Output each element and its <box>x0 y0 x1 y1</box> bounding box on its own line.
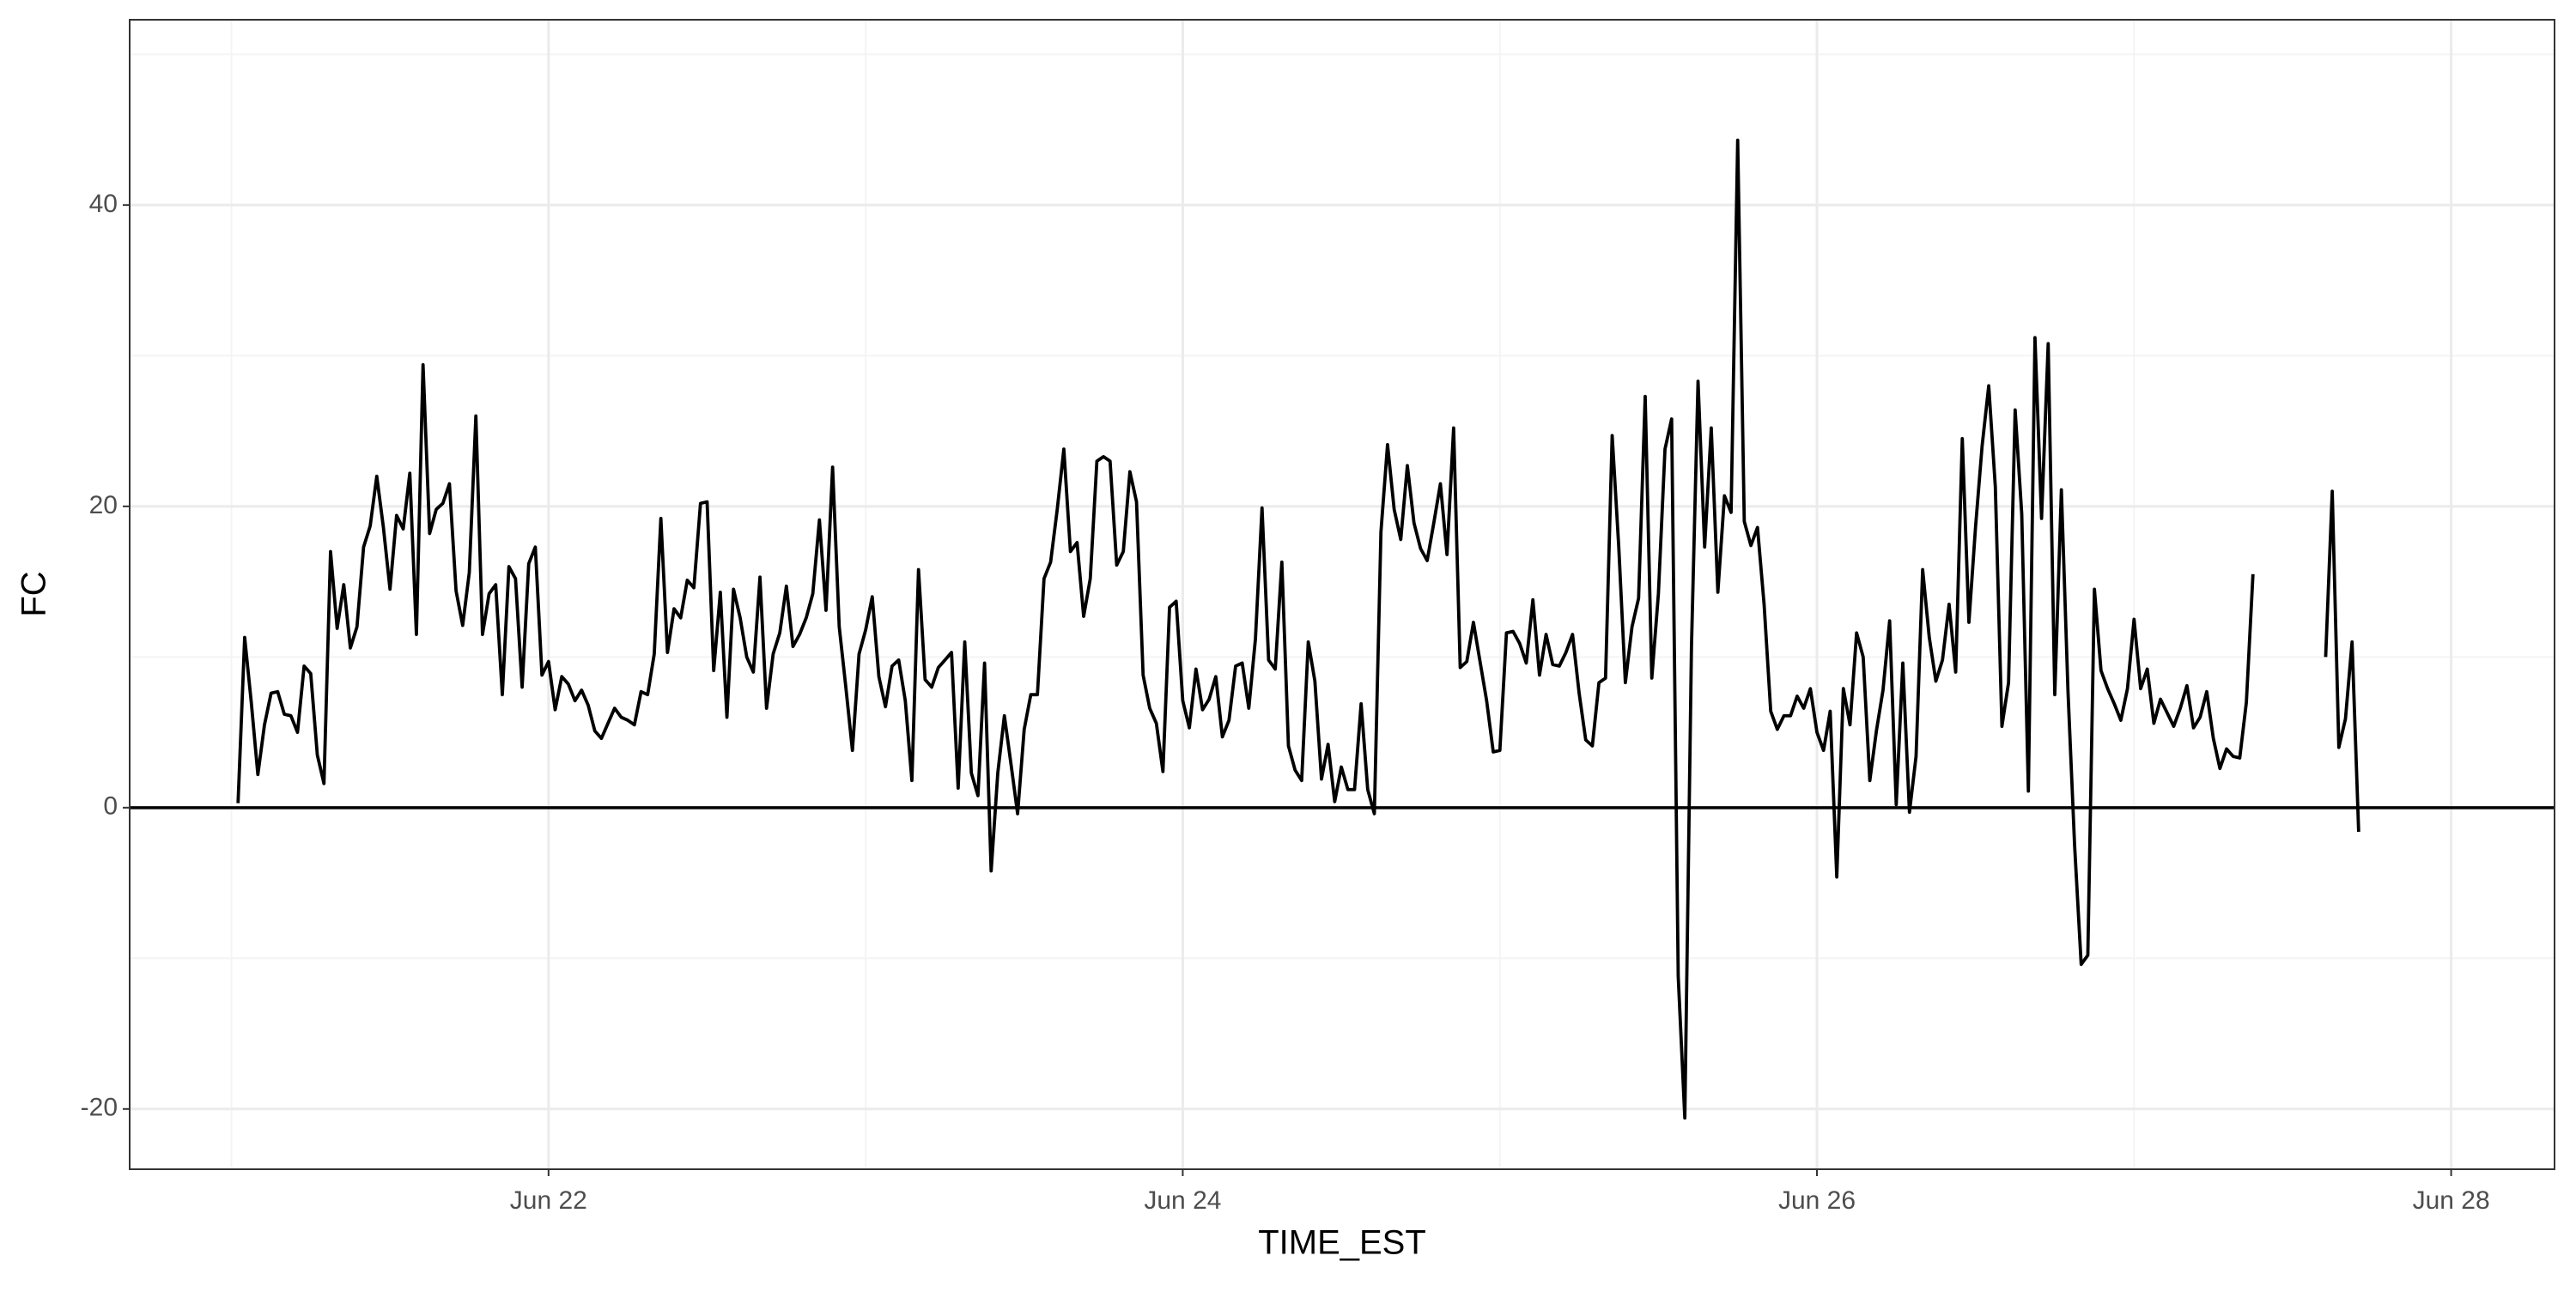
data-line <box>236 138 2360 1120</box>
x-tick-label: Jun 22 <box>510 1186 587 1215</box>
y-tick-label: -20 <box>81 1094 118 1122</box>
x-tick-label: Jun 26 <box>1778 1186 1856 1215</box>
x-tick-label: Jun 24 <box>1144 1186 1221 1215</box>
x-axis-title: TIME_EST <box>1258 1224 1426 1262</box>
y-tick-label: 0 <box>103 792 118 821</box>
y-tick-label: 20 <box>89 491 118 519</box>
y-tick-label: 40 <box>89 190 118 218</box>
y-axis-title: FC <box>15 571 53 616</box>
x-tick-label: Jun 28 <box>2413 1186 2490 1215</box>
plot-area <box>130 138 2555 1120</box>
panel-border <box>129 19 2555 1170</box>
